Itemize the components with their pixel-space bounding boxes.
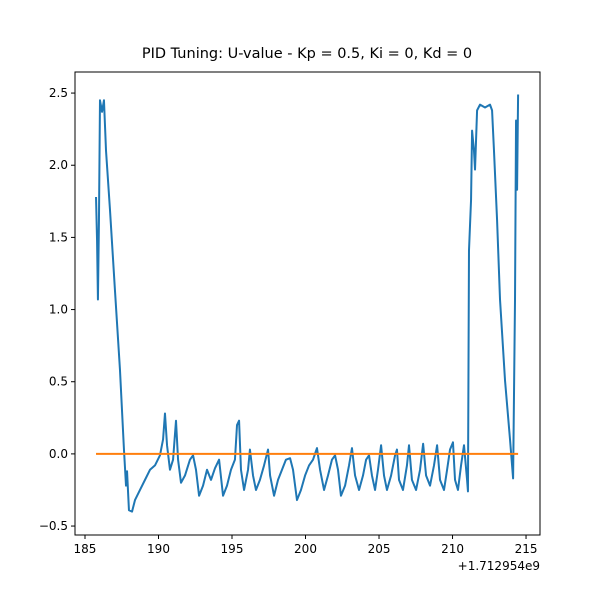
y-tick-label: 1.5 xyxy=(49,230,68,244)
y-tick-label: 2.5 xyxy=(49,86,68,100)
y-tick-label: 2.0 xyxy=(49,158,68,172)
plot-frame xyxy=(74,71,541,536)
x-offset-label: +1.712954e9 xyxy=(458,559,540,573)
x-tick-label: 190 xyxy=(147,542,170,556)
x-tick-label: 195 xyxy=(221,542,244,556)
y-tick-label: −0.5 xyxy=(39,519,68,533)
y-tick-label: 0.5 xyxy=(49,375,68,389)
y-tick-label: 0.0 xyxy=(49,447,68,461)
x-tick-label: 185 xyxy=(74,542,97,556)
x-tick-label: 215 xyxy=(515,542,538,556)
x-tick-label: 210 xyxy=(441,542,464,556)
y-tick-label: 1.0 xyxy=(49,303,68,317)
x-tick-label: 200 xyxy=(294,542,317,556)
chart-title: PID Tuning: U-value - Kp = 0.5, Ki = 0, … xyxy=(142,46,472,62)
x-tick-label: 205 xyxy=(368,542,391,556)
data-line xyxy=(95,94,520,513)
